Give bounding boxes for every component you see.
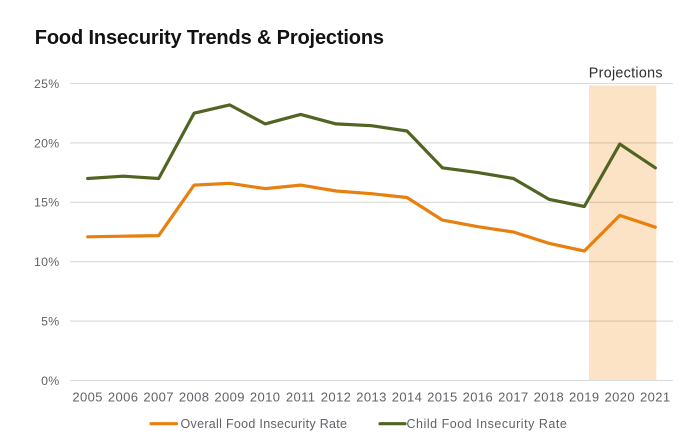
svg-text:2012: 2012 <box>321 389 352 404</box>
svg-text:Child Food Insecurity Rate: Child Food Insecurity Rate <box>407 417 568 431</box>
svg-text:2015: 2015 <box>427 389 458 404</box>
svg-text:20%: 20% <box>34 136 60 150</box>
svg-text:2018: 2018 <box>534 389 565 404</box>
svg-text:Overall Food Insecurity Rate: Overall Food Insecurity Rate <box>181 417 348 431</box>
svg-text:Projections: Projections <box>589 66 663 82</box>
svg-text:2008: 2008 <box>179 389 210 404</box>
svg-text:2016: 2016 <box>463 389 494 404</box>
svg-text:15%: 15% <box>34 196 60 210</box>
svg-text:25%: 25% <box>34 77 60 91</box>
svg-text:2006: 2006 <box>108 389 139 404</box>
svg-text:2021: 2021 <box>640 389 671 404</box>
svg-text:2019: 2019 <box>569 389 600 404</box>
svg-text:2020: 2020 <box>605 389 636 404</box>
svg-text:2007: 2007 <box>143 389 174 404</box>
svg-text:2009: 2009 <box>214 389 245 404</box>
svg-text:2014: 2014 <box>392 389 423 404</box>
svg-text:2011: 2011 <box>286 389 316 404</box>
svg-text:2013: 2013 <box>356 389 387 404</box>
svg-text:10%: 10% <box>34 255 60 269</box>
svg-text:2005: 2005 <box>72 389 103 404</box>
svg-text:2010: 2010 <box>250 389 281 404</box>
svg-text:2017: 2017 <box>498 389 529 404</box>
svg-text:0%: 0% <box>41 374 59 388</box>
svg-text:5%: 5% <box>41 315 59 329</box>
